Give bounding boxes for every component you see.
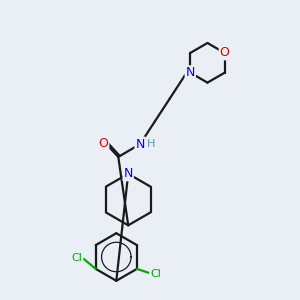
Text: N: N: [186, 66, 195, 79]
Text: H: H: [147, 139, 155, 149]
Text: Cl: Cl: [150, 269, 161, 279]
Text: Cl: Cl: [71, 253, 82, 263]
Text: N: N: [124, 167, 133, 180]
Text: N: N: [135, 138, 145, 151]
Text: O: O: [98, 136, 108, 150]
Text: O: O: [220, 46, 230, 59]
